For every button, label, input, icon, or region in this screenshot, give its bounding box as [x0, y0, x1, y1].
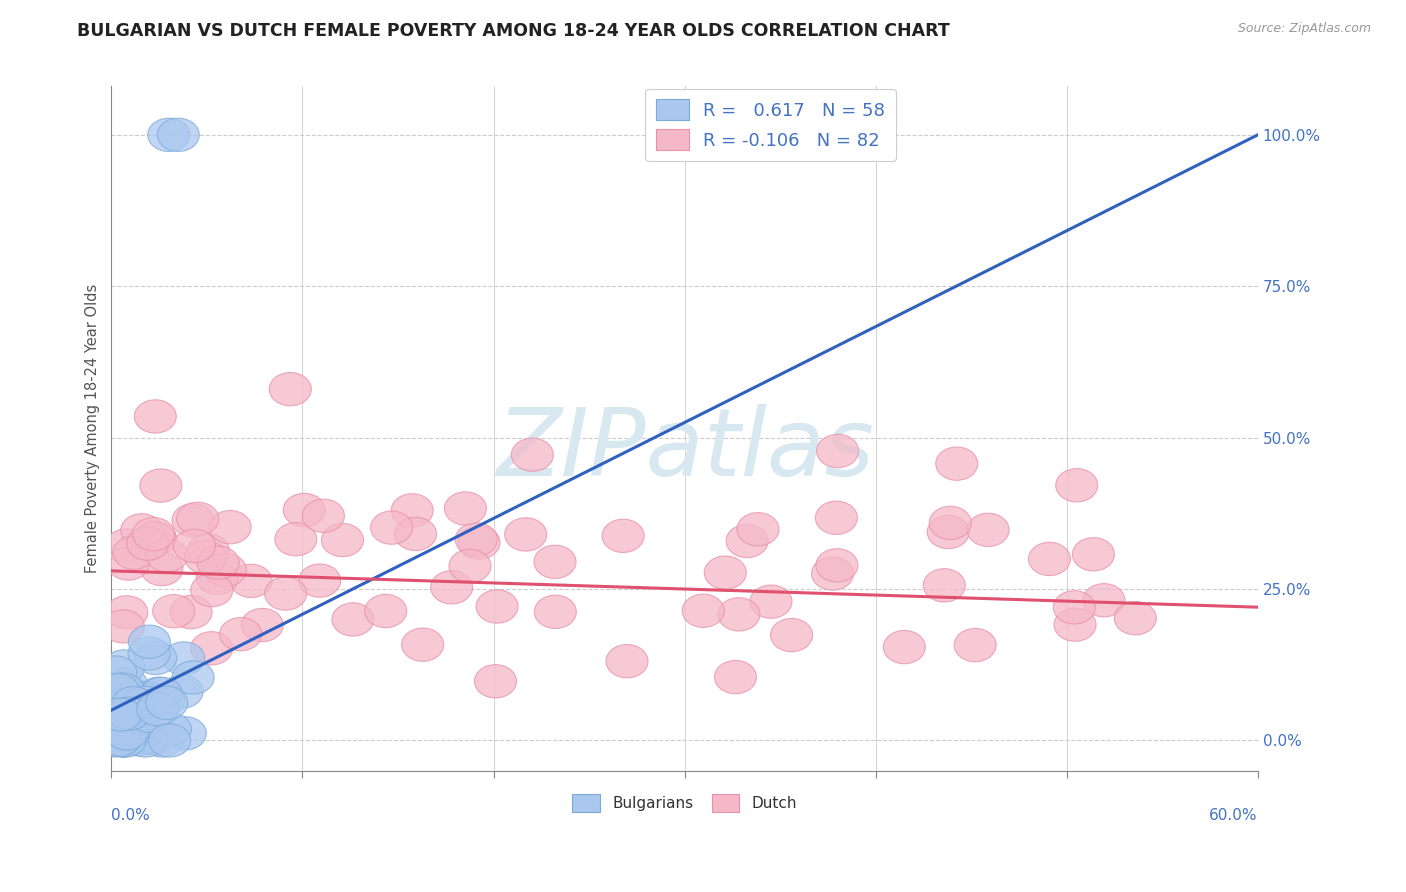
Text: 60.0%: 60.0% — [1209, 808, 1258, 823]
Text: BULGARIAN VS DUTCH FEMALE POVERTY AMONG 18-24 YEAR OLDS CORRELATION CHART: BULGARIAN VS DUTCH FEMALE POVERTY AMONG … — [77, 22, 950, 40]
Text: Source: ZipAtlas.com: Source: ZipAtlas.com — [1237, 22, 1371, 36]
Y-axis label: Female Poverty Among 18-24 Year Olds: Female Poverty Among 18-24 Year Olds — [86, 284, 100, 574]
Text: ZIPatlas: ZIPatlas — [496, 403, 873, 494]
Legend: Bulgarians, Dutch: Bulgarians, Dutch — [567, 788, 803, 818]
Text: 0.0%: 0.0% — [111, 808, 150, 823]
